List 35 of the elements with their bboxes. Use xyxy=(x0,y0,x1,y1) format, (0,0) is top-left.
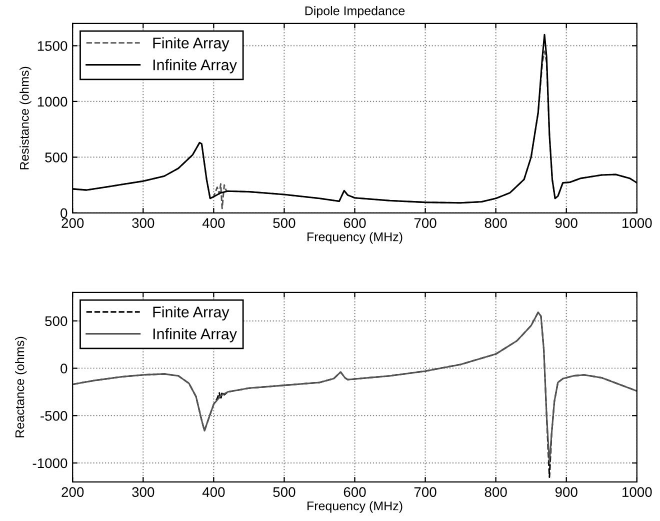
x-axis-title: Frequency (MHz) xyxy=(308,232,402,244)
y-tick-label: -500 xyxy=(40,410,68,421)
x-tick-label: 1000 xyxy=(622,487,652,497)
x-tick-label: 700 xyxy=(414,487,436,497)
y-tick-label: 500 xyxy=(45,152,68,162)
x-tick-label: 1000 xyxy=(622,218,652,228)
legend-label: Finite Array xyxy=(153,306,230,320)
x-tick-label: 600 xyxy=(344,487,366,497)
legend-label: Infinite Array xyxy=(153,328,237,342)
legend-label: Infinite Array xyxy=(153,59,237,74)
y-tick-label: -1000 xyxy=(32,458,68,468)
legend-label: Finite Array xyxy=(153,37,230,52)
chart-title: Dipole Impedance xyxy=(305,6,405,18)
x-tick-label: 900 xyxy=(555,218,578,228)
x-axis-title: Frequency (MHz) xyxy=(308,501,402,513)
x-tick-label: 200 xyxy=(62,218,84,228)
y-axis-title: Resistance (ohms) xyxy=(20,66,32,170)
x-tick-label: 300 xyxy=(132,487,154,497)
y-tick-label: 500 xyxy=(45,316,68,326)
y-tick-label: 0 xyxy=(60,364,68,374)
y-tick-label: 1500 xyxy=(38,41,68,51)
x-tick-label: 800 xyxy=(484,487,507,497)
x-tick-label: 700 xyxy=(414,218,436,228)
x-tick-label: 200 xyxy=(62,487,84,497)
y-axis-title: Reactance (ohms) xyxy=(15,336,27,438)
x-tick-label: 500 xyxy=(273,218,296,228)
x-tick-label: 300 xyxy=(132,218,154,228)
x-tick-label: 600 xyxy=(344,218,366,228)
x-tick-label: 400 xyxy=(202,218,225,228)
x-tick-label: 500 xyxy=(273,487,296,497)
y-tick-label: 0 xyxy=(60,208,68,218)
x-tick-label: 800 xyxy=(484,218,507,228)
x-tick-label: 400 xyxy=(202,487,225,497)
y-tick-label: 1000 xyxy=(38,96,68,107)
x-tick-label: 900 xyxy=(555,487,578,497)
